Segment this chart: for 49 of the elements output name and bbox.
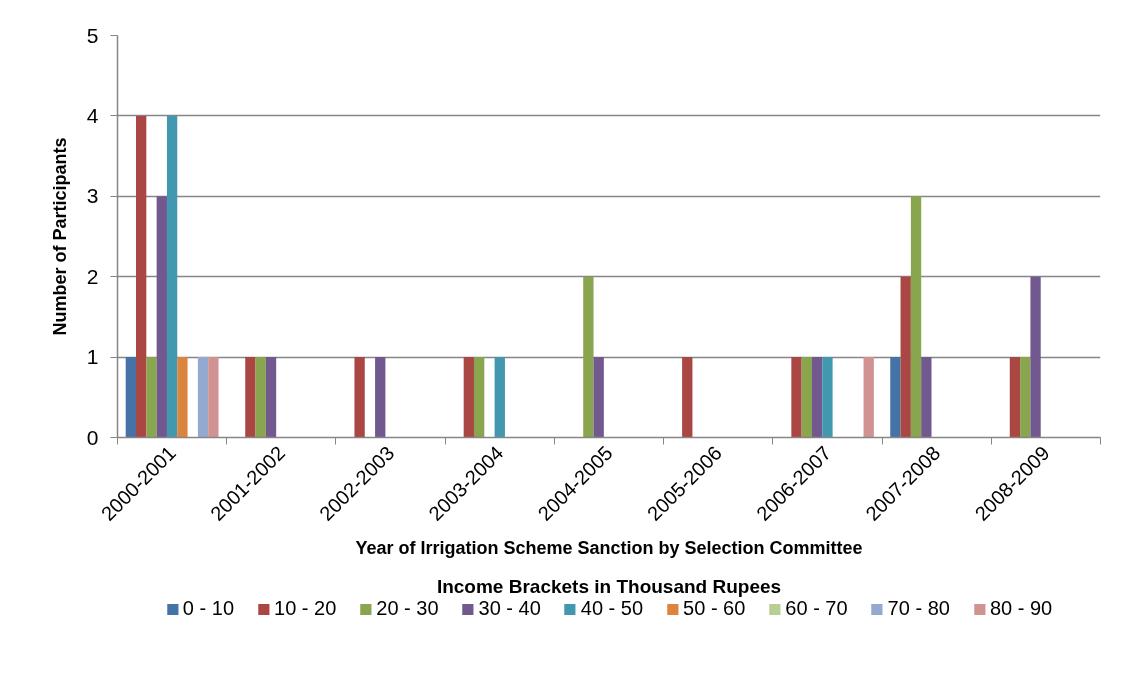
bar	[1020, 357, 1031, 438]
legend-label: 30 - 40	[478, 597, 541, 620]
x-axis-title: Year of Irrigation Scheme Sanction by Selection Committee	[355, 538, 863, 559]
legend-label: 20 - 30	[376, 597, 439, 620]
bar	[890, 357, 901, 438]
bar	[583, 276, 594, 438]
legend-label: 60 - 70	[785, 597, 848, 620]
bar	[255, 357, 266, 438]
y-tick-label: 3	[86, 184, 99, 208]
bar	[822, 357, 833, 438]
bar	[801, 357, 812, 438]
bar	[1030, 276, 1041, 438]
bar	[494, 357, 505, 438]
bar	[245, 357, 256, 438]
bar	[863, 357, 874, 438]
bar	[682, 357, 693, 438]
bar	[156, 196, 167, 438]
bar	[375, 357, 386, 438]
legend-label: 0 - 10	[182, 597, 235, 620]
y-tick-label: 0	[86, 425, 99, 449]
legend-label: 50 - 60	[683, 597, 746, 620]
legend-label: 40 - 50	[580, 597, 644, 620]
y-axis-title: Number of Participants	[49, 137, 70, 336]
y-tick-label: 5	[86, 23, 99, 47]
y-tick-label: 2	[86, 264, 99, 288]
bar	[197, 357, 209, 438]
bar	[791, 357, 802, 438]
legend-title: Income Brackets in Thousand Rupees	[436, 575, 782, 597]
bar	[354, 357, 365, 438]
bar	[136, 115, 147, 438]
y-tick-label: 1	[86, 345, 99, 369]
bar	[208, 357, 219, 438]
bar	[910, 196, 922, 438]
bar	[125, 357, 137, 438]
bar	[900, 276, 911, 438]
bar	[177, 357, 188, 438]
legend-label: 70 - 80	[887, 597, 950, 620]
bar	[473, 357, 485, 438]
legend-label: 10 - 20	[274, 597, 337, 620]
bar	[811, 357, 823, 438]
legend-label: 80 - 90	[989, 597, 1053, 620]
bar	[921, 357, 932, 438]
bar	[166, 115, 178, 438]
bar	[265, 357, 277, 438]
y-tick-label: 4	[86, 103, 99, 127]
bar	[146, 357, 157, 438]
bar	[463, 357, 474, 438]
bar	[1009, 357, 1021, 438]
bar	[593, 357, 604, 438]
